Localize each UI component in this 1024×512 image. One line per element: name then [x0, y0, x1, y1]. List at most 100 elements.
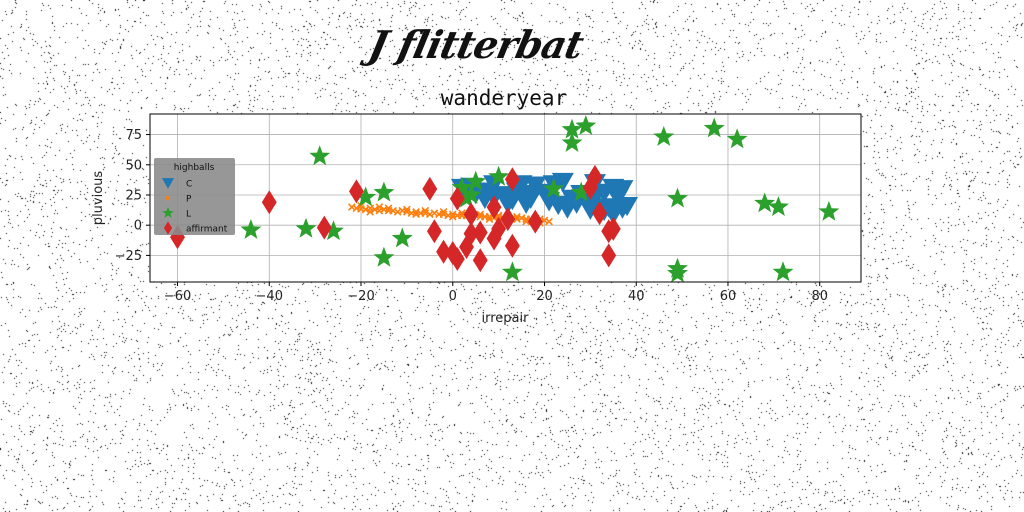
- legend-title: highballs: [174, 163, 215, 173]
- point-l: [570, 181, 592, 202]
- point-p: [357, 201, 365, 210]
- legend-label: C: [186, 180, 192, 190]
- point-c: [547, 195, 570, 216]
- point-l: [451, 176, 473, 197]
- point-l: [501, 261, 523, 282]
- point-l: [703, 117, 725, 138]
- point-l: [754, 192, 776, 213]
- point-p: [485, 215, 494, 224]
- point-c: [551, 172, 574, 193]
- point-p: [403, 205, 411, 214]
- point-l: [391, 227, 413, 248]
- point-affirmant: [605, 216, 621, 241]
- point-l: [561, 118, 583, 139]
- point-affirmant: [592, 201, 607, 226]
- point-c: [616, 197, 639, 217]
- point-l: [543, 177, 565, 198]
- legend-label: P: [186, 195, 192, 205]
- x-tick-label: 80: [811, 289, 828, 304]
- point-l: [561, 132, 583, 152]
- point-affirmant: [472, 248, 488, 273]
- y-tick-label: 50: [125, 158, 142, 173]
- point-l: [465, 170, 487, 191]
- point-p: [384, 204, 393, 213]
- legend-marker-l: [162, 206, 174, 218]
- y-axis-label: pluvious: [91, 171, 106, 226]
- legend-marker-affirmant: [163, 221, 173, 235]
- point-affirmant: [504, 167, 520, 192]
- point-p: [476, 210, 485, 219]
- point-l: [667, 262, 688, 283]
- data-points: [170, 115, 840, 283]
- legend-marker-c: [161, 178, 175, 189]
- point-l: [460, 184, 482, 204]
- point-p: [421, 206, 430, 215]
- point-l: [818, 200, 840, 221]
- point-c: [496, 194, 519, 214]
- x-axis-label: irrepair: [482, 311, 530, 326]
- point-affirmant: [463, 202, 479, 227]
- y-tick-label: 0: [134, 219, 142, 234]
- point-l: [373, 246, 395, 267]
- point-affirmant: [601, 243, 617, 268]
- legend-marker-p: [165, 195, 171, 201]
- point-c: [515, 194, 538, 214]
- point-affirmant: [426, 219, 442, 244]
- point-c: [602, 205, 625, 225]
- x-tick-label: 60: [720, 289, 737, 304]
- plot-frame: [149, 113, 862, 283]
- point-l: [295, 217, 317, 238]
- point-affirmant: [422, 176, 438, 201]
- point-p: [522, 217, 531, 226]
- legend-label: affirmant: [186, 225, 228, 235]
- legend-box: [154, 158, 235, 235]
- point-c: [611, 180, 634, 200]
- point-p: [375, 203, 384, 211]
- y-tick-label: 25: [125, 188, 142, 203]
- x-tick-label: −40: [256, 289, 283, 304]
- point-p: [439, 208, 448, 216]
- point-affirmant: [472, 220, 488, 245]
- x-tick-label: −60: [164, 289, 191, 304]
- legend-label: L: [186, 210, 191, 220]
- point-l: [772, 261, 794, 282]
- point-affirmant: [316, 215, 332, 240]
- point-l: [653, 126, 675, 146]
- point-affirmant: [261, 190, 277, 215]
- chart-title: wanderyear: [441, 86, 567, 110]
- point-p: [458, 209, 466, 217]
- point-p: [366, 208, 375, 216]
- point-l: [667, 187, 688, 208]
- point-affirmant: [436, 239, 452, 264]
- point-affirmant: [582, 175, 598, 200]
- point-affirmant: [463, 221, 479, 246]
- point-l: [355, 186, 377, 207]
- point-affirmant: [527, 209, 543, 234]
- point-l: [309, 145, 331, 166]
- point-l: [726, 128, 748, 149]
- point-affirmant: [491, 216, 507, 241]
- point-affirmant: [449, 186, 465, 211]
- point-affirmant: [486, 195, 502, 220]
- point-l: [323, 220, 344, 241]
- y-tick-label: −25: [115, 249, 142, 264]
- point-l: [240, 219, 262, 239]
- y-tick-label: 75: [125, 128, 142, 143]
- point-affirmant: [348, 179, 364, 204]
- axis-ticks: −60 −40 −20 0 20 40 60 80 −25 0 25 50 75: [115, 128, 828, 304]
- point-p: [412, 210, 420, 219]
- point-l: [488, 165, 510, 186]
- point-p: [545, 217, 553, 226]
- point-affirmant: [504, 233, 520, 258]
- point-p: [448, 212, 457, 221]
- x-tick-label: −20: [347, 289, 374, 304]
- point-affirmant: [500, 207, 516, 232]
- x-tick-label: 40: [628, 289, 645, 304]
- x-tick-label: 0: [449, 289, 457, 304]
- point-l: [575, 115, 597, 135]
- point-l: [373, 181, 395, 202]
- x-tick-label: 20: [536, 289, 553, 304]
- point-l: [768, 196, 789, 216]
